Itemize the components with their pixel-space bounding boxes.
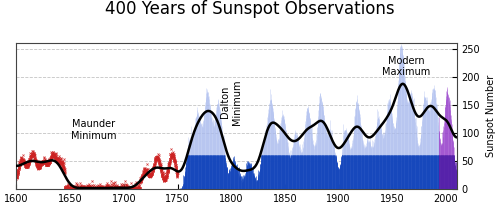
Text: Modern
Maximum: Modern Maximum bbox=[382, 56, 430, 77]
Text: 400 Years of Sunspot Observations: 400 Years of Sunspot Observations bbox=[105, 0, 395, 18]
Text: Maunder
Minimum: Maunder Minimum bbox=[71, 119, 117, 141]
Y-axis label: Sunspot Number: Sunspot Number bbox=[486, 75, 496, 157]
Text: Dalton
Minimum: Dalton Minimum bbox=[220, 79, 242, 125]
